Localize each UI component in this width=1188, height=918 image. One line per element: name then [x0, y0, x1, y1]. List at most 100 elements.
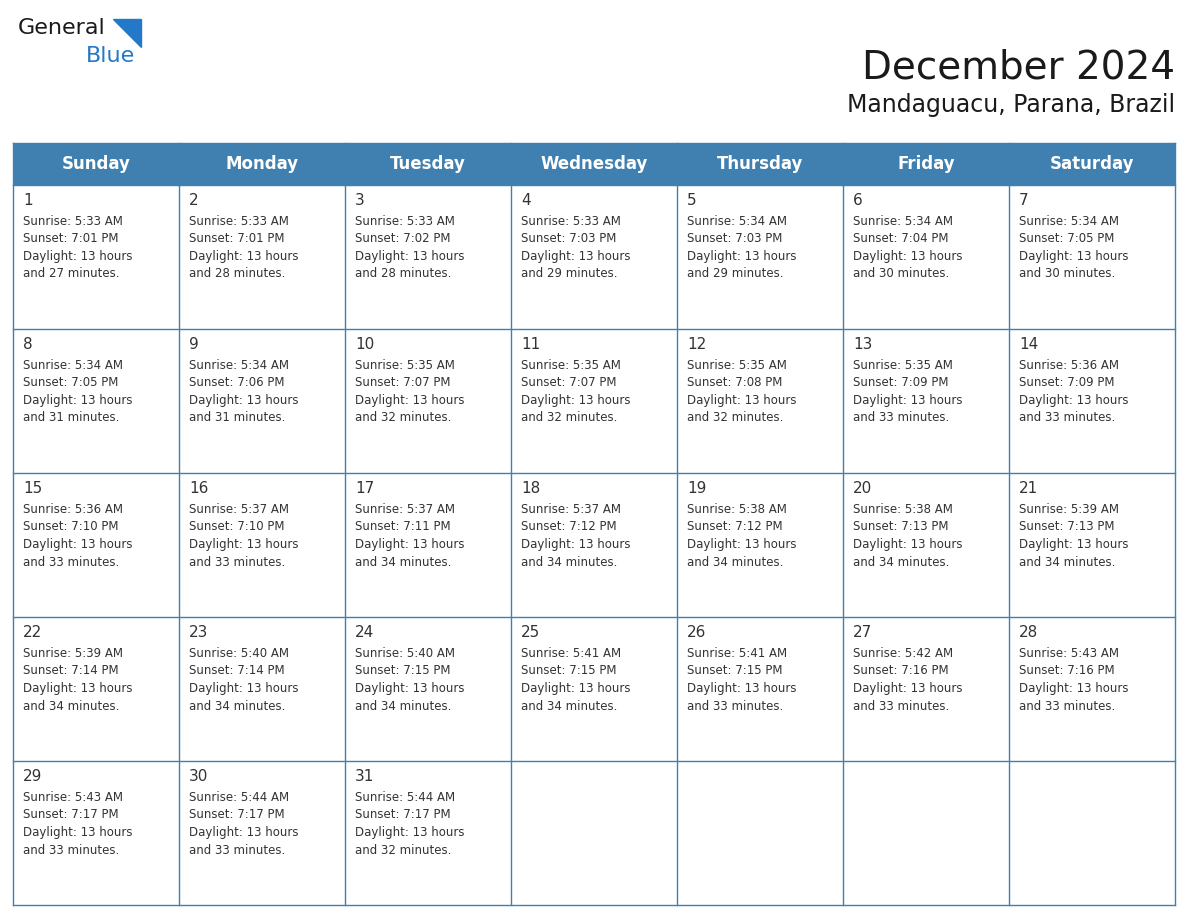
Text: Daylight: 13 hours: Daylight: 13 hours	[853, 538, 962, 551]
Text: and 29 minutes.: and 29 minutes.	[522, 267, 618, 281]
Text: 12: 12	[687, 337, 706, 352]
Text: and 32 minutes.: and 32 minutes.	[522, 411, 618, 424]
Text: Daylight: 13 hours: Daylight: 13 hours	[189, 394, 298, 407]
Text: and 33 minutes.: and 33 minutes.	[189, 844, 285, 856]
Text: Sunrise: 5:34 AM: Sunrise: 5:34 AM	[687, 215, 786, 228]
Text: and 29 minutes.: and 29 minutes.	[687, 267, 784, 281]
Text: Daylight: 13 hours: Daylight: 13 hours	[23, 538, 133, 551]
Text: 18: 18	[522, 481, 541, 496]
Text: Daylight: 13 hours: Daylight: 13 hours	[355, 826, 465, 839]
Text: Sunset: 7:05 PM: Sunset: 7:05 PM	[1019, 232, 1114, 245]
Text: 9: 9	[189, 337, 198, 352]
Text: and 34 minutes.: and 34 minutes.	[189, 700, 285, 712]
Text: and 31 minutes.: and 31 minutes.	[189, 411, 285, 424]
Text: Sunrise: 5:34 AM: Sunrise: 5:34 AM	[1019, 215, 1119, 228]
Text: Sunrise: 5:34 AM: Sunrise: 5:34 AM	[853, 215, 953, 228]
Text: Sunrise: 5:35 AM: Sunrise: 5:35 AM	[355, 359, 455, 372]
Text: Sunrise: 5:35 AM: Sunrise: 5:35 AM	[522, 359, 621, 372]
Text: 23: 23	[189, 625, 208, 640]
Text: Sunrise: 5:33 AM: Sunrise: 5:33 AM	[522, 215, 621, 228]
Text: Sunset: 7:16 PM: Sunset: 7:16 PM	[1019, 665, 1114, 677]
Text: Sunset: 7:06 PM: Sunset: 7:06 PM	[189, 376, 284, 389]
Text: Sunset: 7:07 PM: Sunset: 7:07 PM	[355, 376, 450, 389]
Text: Sunset: 7:11 PM: Sunset: 7:11 PM	[355, 521, 450, 533]
Text: Sunset: 7:05 PM: Sunset: 7:05 PM	[23, 376, 119, 389]
Text: Daylight: 13 hours: Daylight: 13 hours	[23, 682, 133, 695]
Text: Daylight: 13 hours: Daylight: 13 hours	[687, 538, 796, 551]
Text: 25: 25	[522, 625, 541, 640]
Text: and 30 minutes.: and 30 minutes.	[853, 267, 949, 281]
Text: 30: 30	[189, 769, 208, 784]
Text: Daylight: 13 hours: Daylight: 13 hours	[1019, 394, 1129, 407]
Text: and 33 minutes.: and 33 minutes.	[853, 700, 949, 712]
Text: and 30 minutes.: and 30 minutes.	[1019, 267, 1116, 281]
Text: and 34 minutes.: and 34 minutes.	[355, 555, 451, 568]
Text: 14: 14	[1019, 337, 1038, 352]
Text: Sunset: 7:04 PM: Sunset: 7:04 PM	[853, 232, 948, 245]
Text: 13: 13	[853, 337, 872, 352]
Text: and 33 minutes.: and 33 minutes.	[1019, 700, 1116, 712]
Text: Sunrise: 5:44 AM: Sunrise: 5:44 AM	[189, 791, 289, 804]
Text: and 34 minutes.: and 34 minutes.	[522, 555, 618, 568]
Text: 24: 24	[355, 625, 374, 640]
Text: Sunrise: 5:38 AM: Sunrise: 5:38 AM	[853, 503, 953, 516]
Text: 15: 15	[23, 481, 43, 496]
Text: and 28 minutes.: and 28 minutes.	[189, 267, 285, 281]
Text: Daylight: 13 hours: Daylight: 13 hours	[355, 538, 465, 551]
Text: Thursday: Thursday	[716, 155, 803, 173]
Text: Sunset: 7:14 PM: Sunset: 7:14 PM	[23, 665, 119, 677]
Text: and 33 minutes.: and 33 minutes.	[687, 700, 783, 712]
Text: Sunrise: 5:40 AM: Sunrise: 5:40 AM	[189, 647, 289, 660]
Text: 1: 1	[23, 193, 32, 208]
Text: 27: 27	[853, 625, 872, 640]
Text: Saturday: Saturday	[1050, 155, 1135, 173]
Text: 20: 20	[853, 481, 872, 496]
Text: Daylight: 13 hours: Daylight: 13 hours	[355, 682, 465, 695]
Text: Sunrise: 5:41 AM: Sunrise: 5:41 AM	[687, 647, 788, 660]
Text: Sunset: 7:01 PM: Sunset: 7:01 PM	[189, 232, 284, 245]
Text: Daylight: 13 hours: Daylight: 13 hours	[853, 394, 962, 407]
Text: Daylight: 13 hours: Daylight: 13 hours	[1019, 538, 1129, 551]
Text: and 34 minutes.: and 34 minutes.	[355, 700, 451, 712]
Text: Sunset: 7:03 PM: Sunset: 7:03 PM	[687, 232, 783, 245]
Text: Daylight: 13 hours: Daylight: 13 hours	[189, 826, 298, 839]
Text: and 34 minutes.: and 34 minutes.	[687, 555, 783, 568]
Text: 22: 22	[23, 625, 43, 640]
Text: Sunset: 7:17 PM: Sunset: 7:17 PM	[23, 809, 119, 822]
Text: Sunrise: 5:37 AM: Sunrise: 5:37 AM	[189, 503, 289, 516]
Text: and 32 minutes.: and 32 minutes.	[355, 844, 451, 856]
Text: and 34 minutes.: and 34 minutes.	[1019, 555, 1116, 568]
Text: Sunrise: 5:34 AM: Sunrise: 5:34 AM	[189, 359, 289, 372]
Text: and 33 minutes.: and 33 minutes.	[23, 844, 119, 856]
Text: Sunset: 7:10 PM: Sunset: 7:10 PM	[23, 521, 119, 533]
Text: 3: 3	[355, 193, 365, 208]
Text: 21: 21	[1019, 481, 1038, 496]
Text: 26: 26	[687, 625, 707, 640]
Text: and 33 minutes.: and 33 minutes.	[189, 555, 285, 568]
Text: Sunset: 7:10 PM: Sunset: 7:10 PM	[189, 521, 284, 533]
Text: Sunrise: 5:35 AM: Sunrise: 5:35 AM	[853, 359, 953, 372]
Text: Sunrise: 5:36 AM: Sunrise: 5:36 AM	[1019, 359, 1119, 372]
Text: and 34 minutes.: and 34 minutes.	[522, 700, 618, 712]
Text: and 33 minutes.: and 33 minutes.	[853, 411, 949, 424]
Text: Sunset: 7:09 PM: Sunset: 7:09 PM	[853, 376, 948, 389]
Text: and 28 minutes.: and 28 minutes.	[355, 267, 451, 281]
Text: Sunset: 7:17 PM: Sunset: 7:17 PM	[189, 809, 285, 822]
Text: Daylight: 13 hours: Daylight: 13 hours	[687, 250, 796, 263]
Text: 16: 16	[189, 481, 208, 496]
Text: Daylight: 13 hours: Daylight: 13 hours	[522, 682, 631, 695]
Text: Daylight: 13 hours: Daylight: 13 hours	[23, 250, 133, 263]
Text: Daylight: 13 hours: Daylight: 13 hours	[189, 250, 298, 263]
Text: Sunrise: 5:43 AM: Sunrise: 5:43 AM	[23, 791, 124, 804]
Text: Sunset: 7:07 PM: Sunset: 7:07 PM	[522, 376, 617, 389]
Text: Sunrise: 5:38 AM: Sunrise: 5:38 AM	[687, 503, 786, 516]
Text: Mandaguacu, Parana, Brazil: Mandaguacu, Parana, Brazil	[847, 93, 1175, 117]
Text: Monday: Monday	[226, 155, 298, 173]
Text: Sunset: 7:01 PM: Sunset: 7:01 PM	[23, 232, 119, 245]
Text: Sunrise: 5:40 AM: Sunrise: 5:40 AM	[355, 647, 455, 660]
Text: Sunset: 7:12 PM: Sunset: 7:12 PM	[522, 521, 617, 533]
Text: Daylight: 13 hours: Daylight: 13 hours	[355, 394, 465, 407]
Text: Sunrise: 5:33 AM: Sunrise: 5:33 AM	[355, 215, 455, 228]
Text: Daylight: 13 hours: Daylight: 13 hours	[522, 538, 631, 551]
Text: Daylight: 13 hours: Daylight: 13 hours	[1019, 682, 1129, 695]
